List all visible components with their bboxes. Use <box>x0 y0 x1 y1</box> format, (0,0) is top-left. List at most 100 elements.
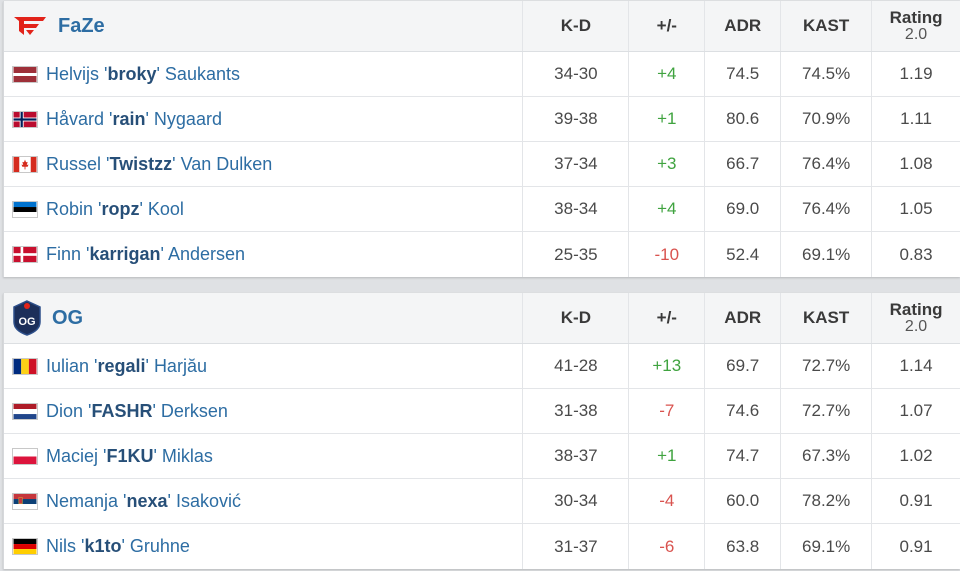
col-rating[interactable]: Rating 2.0 <box>871 1 960 51</box>
rating-value: 0.91 <box>871 479 960 523</box>
col-kd[interactable]: K-D <box>522 1 628 51</box>
player-link[interactable]: Nemanja 'nexa' Isaković <box>46 491 241 512</box>
player-last-name: ' Isaković <box>167 490 241 511</box>
kd-value: 25-35 <box>522 232 628 277</box>
serbia-flag-icon <box>12 492 38 510</box>
adr-value: 52.4 <box>704 232 780 277</box>
germany-flag-icon <box>12 538 38 555</box>
plus-minus-value: +4 <box>628 187 704 231</box>
player-cell[interactable]: Maciej 'F1KU' Miklas <box>4 434 522 478</box>
player-cell[interactable]: Helvijs 'broky' Saukants <box>4 52 522 96</box>
table-row: Nemanja 'nexa' Isaković 30-34 -4 60.0 78… <box>4 479 960 524</box>
player-cell[interactable]: Russel 'Twistzz' Van Dulken <box>4 142 522 186</box>
player-first-name: Maciej ' <box>46 445 107 466</box>
team-table-faze: FaZe K-D +/- ADR KAST Rating 2.0 Helvijs… <box>3 1 960 277</box>
col-kd[interactable]: K-D <box>522 293 628 343</box>
player-cell[interactable]: Finn 'karrigan' Andersen <box>4 232 522 277</box>
player-nickname: F1KU <box>106 445 154 466</box>
rating-value: 1.08 <box>871 142 960 186</box>
player-cell[interactable]: Håvard 'rain' Nygaard <box>4 97 522 141</box>
player-first-name: Håvard ' <box>46 108 113 129</box>
adr-value: 60.0 <box>704 479 780 523</box>
col-rating-version: 2.0 <box>904 318 928 335</box>
col-rating-label: Rating <box>889 300 943 319</box>
player-first-name: Helvijs ' <box>46 63 108 84</box>
player-last-name: ' Derksen <box>152 400 228 421</box>
player-link[interactable]: Dion 'FASHR' Derksen <box>46 401 228 422</box>
rating-value: 1.19 <box>871 52 960 96</box>
col-plus-minus[interactable]: +/- <box>628 293 704 343</box>
romania-flag-icon <box>12 357 38 375</box>
team-table-og: OG OG K-D +/- ADR KAST Rating 2.0 Iulian… <box>3 293 960 569</box>
player-cell[interactable]: Robin 'ropz' Kool <box>4 187 522 231</box>
adr-value: 80.6 <box>704 97 780 141</box>
player-first-name: Finn ' <box>46 244 90 264</box>
kd-value: 39-38 <box>522 97 628 141</box>
plus-minus-value: +13 <box>628 344 704 388</box>
table-row: Dion 'FASHR' Derksen 31-38 -7 74.6 72.7%… <box>4 389 960 434</box>
team-name[interactable]: OG <box>52 306 84 329</box>
col-kast[interactable]: KAST <box>780 1 871 51</box>
table-row: Russel 'Twistzz' Van Dulken 37-34 +3 66.… <box>4 142 960 187</box>
kd-value: 38-37 <box>522 434 628 478</box>
player-link[interactable]: Finn 'karrigan' Andersen <box>46 244 245 265</box>
kast-value: 78.2% <box>780 479 871 523</box>
col-plus-minus[interactable]: +/- <box>628 1 704 51</box>
team-header[interactable]: FaZe <box>4 1 522 51</box>
team-name[interactable]: FaZe <box>58 14 105 37</box>
player-link[interactable]: Maciej 'F1KU' Miklas <box>46 446 213 467</box>
svg-text:OG: OG <box>18 316 35 328</box>
col-adr[interactable]: ADR <box>704 293 780 343</box>
rating-value: 1.02 <box>871 434 960 478</box>
player-last-name: ' Nygaard <box>145 108 222 129</box>
kast-value: 74.5% <box>780 52 871 96</box>
player-cell[interactable]: Nils 'k1to' Gruhne <box>4 524 522 569</box>
player-last-name: ' Van Dulken <box>172 153 273 174</box>
col-adr[interactable]: ADR <box>704 1 780 51</box>
col-rating-version: 2.0 <box>904 26 928 43</box>
player-link[interactable]: Iulian 'regali' Harjău <box>46 356 207 377</box>
player-link[interactable]: Robin 'ropz' Kool <box>46 199 184 220</box>
table-row: Iulian 'regali' Harjău 41-28 +13 69.7 72… <box>4 344 960 389</box>
player-last-name: ' Harjău <box>145 355 207 376</box>
player-nickname: nexa <box>126 490 168 511</box>
player-nickname: Twistzz <box>109 153 173 174</box>
kast-value: 69.1% <box>780 524 871 569</box>
kast-value: 72.7% <box>780 344 871 388</box>
player-cell[interactable]: Dion 'FASHR' Derksen <box>4 389 522 433</box>
table-row: Finn 'karrigan' Andersen 25-35 -10 52.4 … <box>4 232 960 277</box>
player-cell[interactable]: Iulian 'regali' Harjău <box>4 344 522 388</box>
player-nickname: k1to <box>84 536 122 556</box>
kast-value: 69.1% <box>780 232 871 277</box>
player-link[interactable]: Håvard 'rain' Nygaard <box>46 109 222 130</box>
player-last-name: ' Gruhne <box>121 536 190 556</box>
adr-value: 74.6 <box>704 389 780 433</box>
kast-value: 70.9% <box>780 97 871 141</box>
player-nickname: FASHR <box>91 400 153 421</box>
kd-value: 38-34 <box>522 187 628 231</box>
kd-value: 31-38 <box>522 389 628 433</box>
player-link[interactable]: Nils 'k1to' Gruhne <box>46 536 190 557</box>
kd-value: 37-34 <box>522 142 628 186</box>
player-link[interactable]: Russel 'Twistzz' Van Dulken <box>46 154 272 175</box>
player-nickname: broky <box>107 63 157 84</box>
col-rating[interactable]: Rating 2.0 <box>871 293 960 343</box>
netherlands-flag-icon <box>12 402 38 420</box>
col-kast[interactable]: KAST <box>780 293 871 343</box>
og-logo-icon: OG <box>13 300 41 336</box>
team-header[interactable]: OG OG <box>4 293 522 343</box>
player-link[interactable]: Helvijs 'broky' Saukants <box>46 64 240 85</box>
player-cell[interactable]: Nemanja 'nexa' Isaković <box>4 479 522 523</box>
table-row: Robin 'ropz' Kool 38-34 +4 69.0 76.4% 1.… <box>4 187 960 232</box>
latvia-flag-icon <box>12 65 38 83</box>
table-row: Helvijs 'broky' Saukants 34-30 +4 74.5 7… <box>4 52 960 97</box>
denmark-flag-icon <box>12 246 38 263</box>
kast-value: 72.7% <box>780 389 871 433</box>
plus-minus-value: -6 <box>628 524 704 569</box>
kast-value: 67.3% <box>780 434 871 478</box>
adr-value: 69.0 <box>704 187 780 231</box>
table-row: Nils 'k1to' Gruhne 31-37 -6 63.8 69.1% 0… <box>4 524 960 569</box>
player-first-name: Iulian ' <box>46 355 98 376</box>
player-nickname: ropz <box>101 198 140 219</box>
plus-minus-value: -10 <box>628 232 704 277</box>
